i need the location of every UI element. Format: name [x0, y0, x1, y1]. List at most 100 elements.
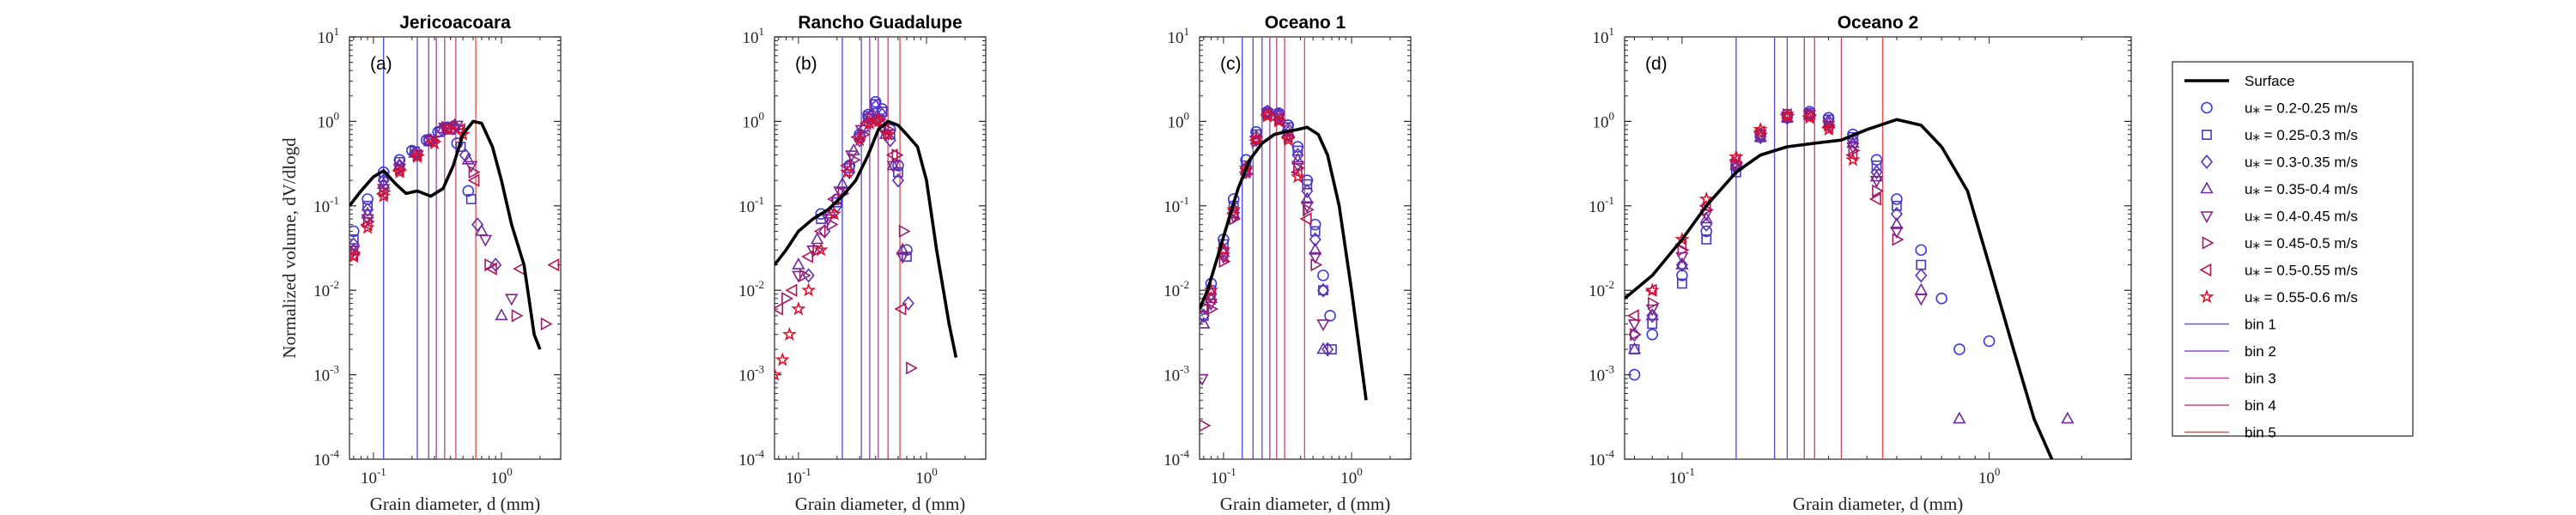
- axes-box: [349, 36, 562, 460]
- legend-series-label: u⁎ = 0.3-0.35 m/s: [2245, 154, 2358, 171]
- panel-2: 10-4 10-3 10-2 10-1 100 101 10-1 100 Rancho Guad…: [738, 13, 987, 514]
- panel-letter: (b): [795, 54, 817, 74]
- data-point: [1890, 206, 1903, 221]
- data-point: [540, 317, 553, 331]
- data-point: [1309, 232, 1321, 247]
- data-point: [894, 302, 907, 316]
- data-point: [1914, 282, 1928, 295]
- data-point: [1324, 310, 1336, 322]
- series-markers: [1628, 107, 1928, 342]
- data-point: [885, 148, 898, 162]
- data-point: [1303, 203, 1315, 216]
- data-point: [1728, 148, 1744, 164]
- data-point: [1890, 217, 1904, 229]
- data-point: [801, 250, 814, 264]
- data-point: [1953, 411, 1966, 424]
- data-point: [1273, 107, 1285, 123]
- data-point: [1869, 175, 1884, 188]
- data-point: [467, 173, 480, 187]
- data-point: [471, 217, 484, 233]
- data-point: [1675, 258, 1689, 270]
- data-point: [859, 116, 872, 130]
- data-point: [1216, 250, 1229, 264]
- data-point: [1801, 110, 1817, 124]
- legend-bin-label: bin 3: [2245, 371, 2276, 387]
- data-point: [1677, 278, 1687, 289]
- y-tick-label: 10-3: [1589, 363, 1614, 385]
- series-markers: [349, 120, 560, 276]
- data-point: [1200, 373, 1209, 386]
- data-point: [1870, 165, 1883, 180]
- data-point: [1309, 218, 1321, 231]
- legend-marker: [2202, 130, 2212, 140]
- data-point: [1301, 184, 1314, 198]
- data-point: [1317, 270, 1329, 282]
- data-point: [1648, 296, 1660, 311]
- data-point: [1872, 184, 1885, 198]
- data-point: [1953, 343, 1965, 355]
- data-point: [775, 352, 790, 367]
- panel-letter: (c): [1220, 54, 1242, 74]
- data-point: [826, 217, 839, 232]
- x-tick-label: 10-1: [1669, 465, 1695, 488]
- series-markers: [1200, 107, 1323, 433]
- data-point: [547, 258, 560, 272]
- ticks: [1200, 36, 1411, 460]
- data-point: [891, 173, 905, 188]
- data-point: [1300, 201, 1314, 214]
- series-markers: [1200, 107, 1337, 354]
- y-tick-label: 100: [743, 109, 765, 131]
- data-point: [1700, 225, 1713, 238]
- data-point: [1316, 282, 1330, 298]
- y-tick-label: 10-3: [313, 363, 339, 385]
- data-point: [848, 153, 861, 167]
- x-tick-label: 10-1: [361, 465, 386, 488]
- x-axis-label: Grain diameter, d (mm): [1220, 494, 1391, 514]
- data-point: [1309, 251, 1322, 264]
- data-point: [1321, 342, 1334, 357]
- legend-series-label: u⁎ = 0.2-0.25 m/s: [2245, 100, 2358, 117]
- data-point: [1675, 258, 1688, 273]
- legend-series-label: u⁎ = 0.25-0.3 m/s: [2245, 127, 2358, 143]
- panel-1: 10-4 10-3 10-2 10-1 100 101 10-1 100 Jericoacoar…: [313, 13, 562, 514]
- data-point: [1868, 192, 1881, 206]
- data-point: [1200, 302, 1209, 316]
- data-point: [1677, 243, 1690, 257]
- panel-title: Oceano 1: [1265, 13, 1346, 33]
- axes-box: [1624, 36, 2132, 460]
- data-point: [1646, 308, 1659, 324]
- data-point: [1699, 211, 1713, 224]
- data-point: [1848, 143, 1861, 158]
- y-tick-label: 100: [1593, 109, 1615, 131]
- data-point: [1731, 167, 1741, 178]
- series-markers: [775, 113, 896, 381]
- legend-bin-label: bin 2: [2245, 343, 2276, 360]
- legend-bin-label: bin 4: [2245, 397, 2276, 414]
- legend-bin-label: bin 1: [2245, 317, 2276, 333]
- y-tick-label: 10-2: [1163, 278, 1189, 300]
- data-point: [886, 161, 900, 173]
- data-point: [1260, 108, 1275, 123]
- data-point: [1983, 335, 1996, 348]
- data-point: [1914, 294, 1928, 306]
- data-point: [1915, 244, 1928, 257]
- data-point: [1891, 193, 1903, 205]
- plot-area: [775, 37, 958, 459]
- panel-letter: (a): [370, 54, 392, 74]
- data-point: [1280, 132, 1296, 147]
- legend-box: [2172, 61, 2414, 437]
- data-point: [465, 194, 477, 204]
- data-point: [349, 249, 361, 264]
- data-point: [902, 295, 914, 311]
- data-point: [813, 242, 829, 257]
- plot-area: [1200, 37, 1368, 459]
- data-point: [1291, 141, 1304, 153]
- legend-marker: [2202, 236, 2215, 250]
- data-point: [1630, 328, 1643, 342]
- data-point: [813, 224, 826, 239]
- data-point: [1309, 242, 1322, 255]
- data-point: [869, 95, 882, 108]
- panel-title: Oceano 2: [1838, 13, 1919, 33]
- y-tick-label: 10-1: [1163, 194, 1189, 216]
